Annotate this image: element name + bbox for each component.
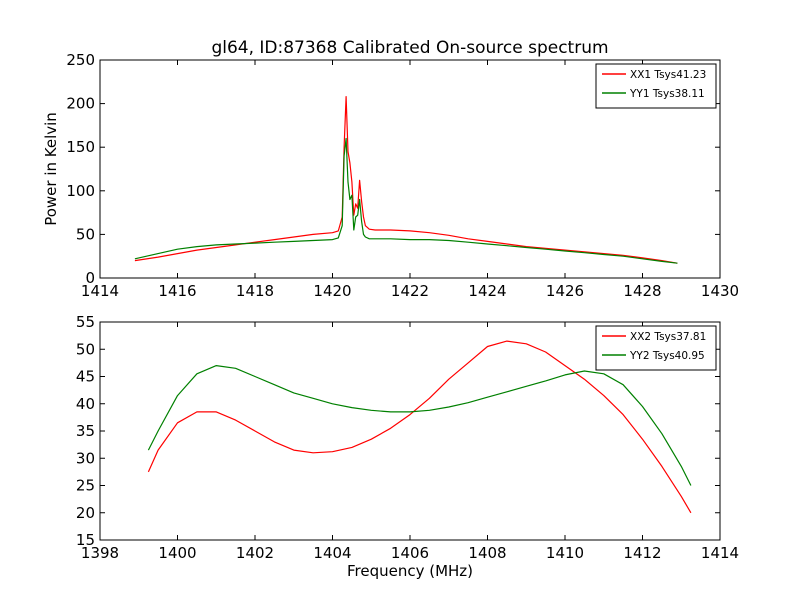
y-tick-label: 55 — [76, 313, 95, 331]
legend-1: XX1 Tsys41.23 YY1 Tsys38.11 — [595, 63, 717, 109]
x-tick-label: 1430 — [701, 282, 739, 300]
y-tick-label: 50 — [76, 340, 95, 358]
y-axis-label: Power in Kelvin — [42, 112, 60, 226]
chart-panel-2: 1398 1400 1402 1404 1406 1408 1410 1412 1414 15 20… — [76, 313, 739, 580]
y-tick-label: 250 — [66, 51, 95, 69]
x-tick-label: 1420 — [313, 282, 351, 300]
x-tick-label: 1418 — [236, 282, 274, 300]
y-tick-label: 45 — [76, 368, 95, 386]
y-tick-label: 35 — [76, 422, 95, 440]
x-tick-label: 1414 — [701, 544, 739, 562]
legend-box — [595, 63, 717, 109]
y-tick-label: 15 — [76, 531, 95, 549]
legend-label: XX2 Tsys37.81 — [630, 331, 706, 343]
legend-label: YY2 Tsys40.95 — [629, 350, 705, 362]
series-line-2-2 — [147, 365, 692, 486]
y-tick-label: 40 — [76, 395, 95, 413]
y-tick-label: 50 — [76, 225, 95, 243]
y-tick-label: 200 — [66, 95, 95, 113]
y-tick-label: 150 — [66, 138, 95, 156]
x-tick-label: 1414 — [81, 282, 119, 300]
y-tick-label: 100 — [66, 182, 95, 200]
x-tick-label: 1412 — [623, 544, 661, 562]
x-tick-label: 1422 — [391, 282, 429, 300]
x-tick-label: 1426 — [546, 282, 584, 300]
x-axis-label: Frequency (MHz) — [347, 562, 473, 580]
x-tick-label: 1404 — [313, 544, 351, 562]
legend-2: XX2 Tsys37.81 YY2 Tsys40.95 — [595, 325, 717, 371]
chart-panel-1: 1414 1416 1418 1420 1422 1424 1426 1428 1430 0 50 1… — [42, 51, 739, 300]
series-line-2-1 — [147, 340, 692, 514]
x-tick-label: 1398 — [81, 544, 119, 562]
legend-box — [595, 325, 717, 371]
y-tick-label: 25 — [76, 477, 95, 495]
x-tick-label: 1402 — [236, 544, 274, 562]
y-tick-label: 30 — [76, 449, 95, 467]
x-tick-label: 1406 — [391, 544, 429, 562]
series-line-1-1 — [134, 95, 678, 264]
series-line-1-2 — [134, 137, 678, 264]
legend-label: XX1 Tsys41.23 — [630, 69, 706, 81]
legend-label: YY1 Tsys38.11 — [629, 88, 705, 100]
y-tick-label: 0 — [85, 269, 95, 287]
x-tick-label: 1428 — [623, 282, 661, 300]
y-tick-label: 20 — [76, 504, 95, 522]
x-tick-label: 1416 — [158, 282, 196, 300]
chart-title: gl64, ID:87368 Calibrated On-source spec… — [211, 38, 608, 58]
x-tick-label: 1408 — [468, 544, 506, 562]
x-tick-label: 1424 — [468, 282, 506, 300]
x-tick-label: 1410 — [546, 544, 584, 562]
x-tick-label: 1400 — [158, 544, 196, 562]
